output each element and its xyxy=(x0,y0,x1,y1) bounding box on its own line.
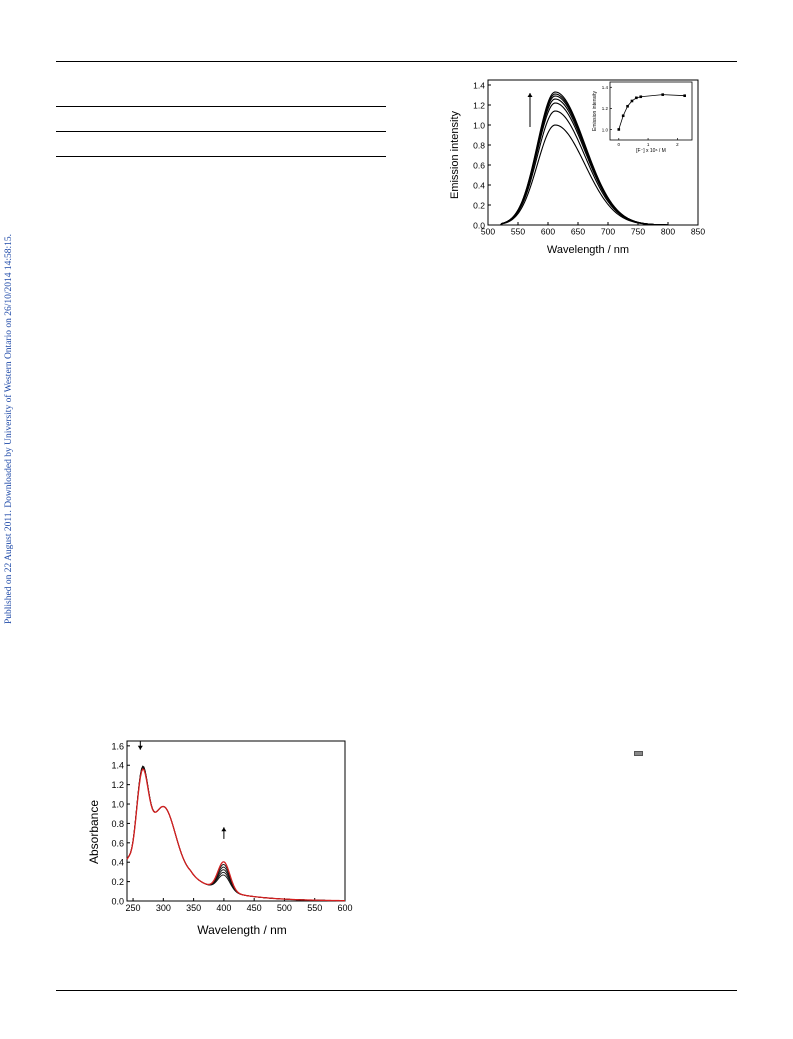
absorbance-series-line xyxy=(126,766,346,902)
absorbance-spectra-figure: 250 300 350 400 450 500 550 600 0.0 0.2 0.4 0.6 0.8 1… xyxy=(87,740,353,937)
inset-fit-line xyxy=(618,94,685,130)
absorbance-series-group xyxy=(126,741,346,902)
inset-y-tick-label: 1.4 xyxy=(602,85,609,90)
emission-y-tick-label: 0.0 xyxy=(473,220,485,230)
emission-y-tick-label: 1.4 xyxy=(473,80,485,90)
emission-y-tick-label: 0.2 xyxy=(473,200,485,210)
emission-x-tick-label: 600 xyxy=(541,227,555,237)
emission-y-tick-label: 0.4 xyxy=(473,180,485,190)
absorbance-y-tick-label: 0.6 xyxy=(111,838,124,848)
publication-side-note: Published on 22 August 2011. Downloaded … xyxy=(4,233,14,624)
absorbance-series-line xyxy=(126,765,346,902)
inset-y-tick-label: 1.2 xyxy=(602,106,609,111)
inset-data-point xyxy=(661,93,665,96)
absorbance-y-tick-label: 1.2 xyxy=(111,780,124,790)
absorbance-y-tick-label: 0.8 xyxy=(111,819,124,829)
absorbance-y-tick-label: 0.2 xyxy=(111,877,124,887)
inset-x-tick-label: 2 xyxy=(676,142,679,147)
inset-data-point xyxy=(626,104,629,108)
absorbance-series-line xyxy=(126,767,346,902)
emission-y-tick-label: 1.2 xyxy=(473,100,485,110)
absorbance-arrow-down-head xyxy=(137,745,143,750)
emission-y-tick-label: 0.6 xyxy=(473,160,485,170)
absorbance-x-axis-label: Wavelength / nm xyxy=(197,923,287,937)
emission-y-tick-label: 0.8 xyxy=(473,140,485,150)
emission-x-tick-label: 700 xyxy=(601,227,615,237)
inset-x-tick-label: 0 xyxy=(618,142,621,147)
absorbance-y-axis-label: Absorbance xyxy=(87,800,101,864)
emission-x-tick-label: 650 xyxy=(571,227,585,237)
emission-plot-frame xyxy=(487,79,699,226)
absorbance-x-tick-label: 400 xyxy=(216,903,231,913)
absorbance-final-series-line xyxy=(126,768,346,902)
absorbance-series-line xyxy=(126,765,346,902)
absorbance-arrow-up-head xyxy=(221,827,227,832)
inset-data-point xyxy=(621,114,625,118)
emission-x-tick-label: 750 xyxy=(631,227,645,237)
footer-rule xyxy=(56,990,737,991)
emission-axes xyxy=(487,79,699,226)
inset-data-point xyxy=(635,96,638,100)
emission-x-axis-label: Wavelength / nm xyxy=(547,244,629,256)
absorbance-y-tick-label: 0.0 xyxy=(111,897,124,907)
emission-y-axis-label: Emission intensity xyxy=(449,110,461,199)
table-rule-top xyxy=(56,106,386,107)
absorbance-y-tick-label: 0.4 xyxy=(111,858,124,868)
inset-x-axis-label: [F⁻] x 10⁶ / M xyxy=(636,148,666,154)
absorbance-plot-frame xyxy=(126,740,346,902)
emission-tick-labels: 500 550 600 650 700 750 800 850 0.0 0.2 0.4 0.6 0.8 1… xyxy=(473,80,705,236)
grey-marker-glyph xyxy=(634,751,643,756)
inset-data-point xyxy=(630,99,634,103)
inset-plot-frame xyxy=(609,81,693,141)
absorbance-axes xyxy=(126,740,346,902)
table-rule-bottom xyxy=(56,156,386,157)
inset-data-point xyxy=(617,128,621,131)
absorbance-series-line xyxy=(126,767,346,902)
emission-inset-chart: 0 1 2 1.0 1.2 1.4 [F⁻] x 10⁶ / M Emission inten… xyxy=(592,81,693,154)
inset-data-point xyxy=(639,95,643,99)
absorbance-x-tick-label: 500 xyxy=(277,903,292,913)
inset-x-tick-label: 1 xyxy=(647,142,650,147)
absorbance-x-tick-label: 450 xyxy=(247,903,262,913)
absorbance-x-tick-label: 300 xyxy=(156,903,171,913)
emission-x-tick-label: 550 xyxy=(511,227,525,237)
emission-y-tick-label: 1.0 xyxy=(473,120,485,130)
absorbance-y-tick-label: 1.0 xyxy=(111,800,124,810)
emission-x-tick-label: 500 xyxy=(481,227,495,237)
absorbance-x-tick-label: 600 xyxy=(337,903,352,913)
table-rule-middle xyxy=(56,131,386,132)
absorbance-tick-labels: 250 300 350 400 450 500 550 600 0.0 0.2 0.4 0.6 0.8 1… xyxy=(111,741,352,913)
absorbance-y-tick-label: 1.4 xyxy=(111,761,124,771)
emission-x-tick-label: 850 xyxy=(691,227,705,237)
inset-data-point xyxy=(683,94,686,98)
absorbance-y-tick-label: 1.6 xyxy=(111,741,124,751)
emission-spectra-figure: 500 550 600 650 700 750 800 850 0.0 0.2 0.4 0.6 0.8 1… xyxy=(449,79,705,256)
absorbance-x-tick-label: 550 xyxy=(307,903,322,913)
emission-x-tick-label: 800 xyxy=(661,227,675,237)
inset-y-axis-label: Emission intensity xyxy=(592,90,598,131)
inset-y-tick-label: 1.0 xyxy=(602,127,609,132)
emission-series-line xyxy=(497,91,668,226)
emission-arrow-up-head xyxy=(527,93,533,97)
absorbance-x-tick-label: 250 xyxy=(126,903,141,913)
absorbance-x-tick-label: 350 xyxy=(186,903,201,913)
emission-series-group xyxy=(497,91,668,226)
header-rule xyxy=(56,61,737,62)
